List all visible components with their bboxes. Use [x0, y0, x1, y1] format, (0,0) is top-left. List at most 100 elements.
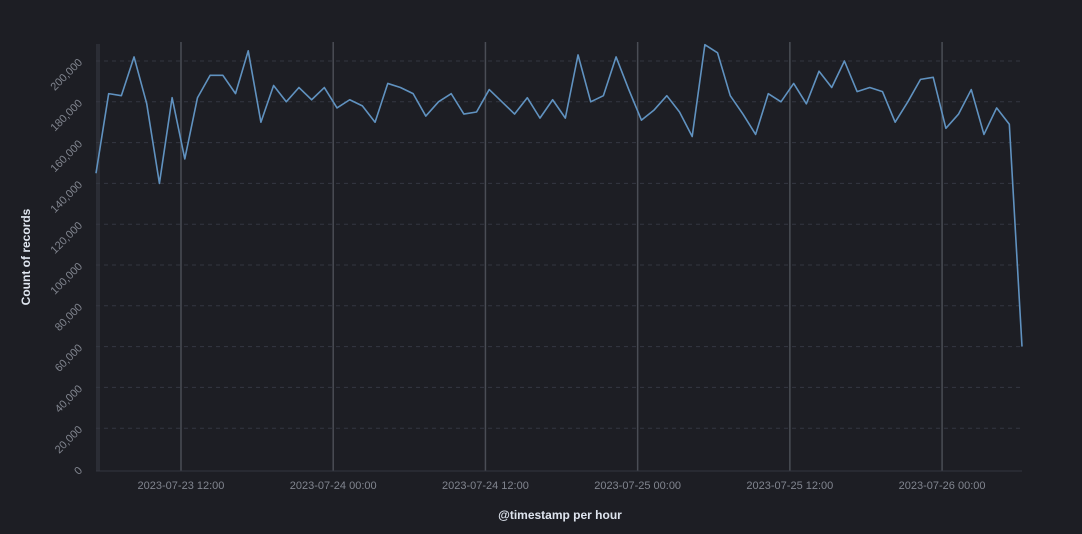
data-point[interactable]: [955, 110, 963, 118]
data-point[interactable]: [815, 67, 823, 75]
data-point[interactable]: [802, 100, 810, 108]
data-point[interactable]: [1018, 343, 1026, 351]
x-tick-labels: 2023-07-23 12:00 2023-07-24 00:00 2023-07-…: [138, 480, 986, 492]
data-point[interactable]: [92, 169, 100, 177]
data-point[interactable]: [206, 71, 214, 79]
data-point[interactable]: [701, 41, 709, 49]
horizontal-grid: [96, 60, 1022, 429]
data-point[interactable]: [143, 100, 151, 108]
data-point[interactable]: [967, 86, 975, 94]
x-tick-label: 2023-07-26 00:00: [899, 480, 986, 492]
x-tick-label: 2023-07-25 00:00: [594, 480, 681, 492]
y-tick-label: 160,000: [49, 138, 86, 175]
series-layer: [92, 41, 1026, 351]
data-point[interactable]: [853, 88, 861, 96]
data-point[interactable]: [346, 96, 354, 104]
y-tick-label: 40,000: [53, 383, 85, 415]
data-point[interactable]: [650, 106, 658, 114]
y-tick-label: 20,000: [53, 424, 85, 456]
data-point[interactable]: [993, 104, 1001, 112]
y-tick-label: 100,000: [49, 261, 86, 298]
data-point[interactable]: [625, 86, 633, 94]
data-point[interactable]: [676, 108, 684, 116]
y-axis-title: Count of records: [19, 208, 33, 305]
data-point[interactable]: [840, 57, 848, 65]
data-point[interactable]: [130, 53, 138, 61]
data-point[interactable]: [561, 114, 569, 122]
data-point[interactable]: [384, 79, 392, 87]
data-point[interactable]: [878, 88, 886, 96]
data-point[interactable]: [181, 155, 189, 163]
y-tick-label: 200,000: [49, 57, 86, 94]
data-point[interactable]: [612, 53, 620, 61]
data-point[interactable]: [358, 102, 366, 110]
y-tick-label: 0: [72, 465, 85, 478]
data-point[interactable]: [333, 104, 341, 112]
y-tick-label: 120,000: [49, 220, 86, 257]
y-tick-label: 80,000: [53, 301, 85, 333]
data-point[interactable]: [168, 94, 176, 102]
data-point[interactable]: [739, 110, 747, 118]
data-point[interactable]: [599, 92, 607, 100]
data-point[interactable]: [219, 71, 227, 79]
data-point[interactable]: [663, 92, 671, 100]
x-tick-label: 2023-07-25 12:00: [746, 480, 833, 492]
data-point[interactable]: [371, 118, 379, 126]
data-point[interactable]: [511, 110, 519, 118]
data-point[interactable]: [866, 84, 874, 92]
data-point[interactable]: [422, 112, 430, 120]
data-point[interactable]: [270, 81, 278, 89]
data-point[interactable]: [764, 90, 772, 98]
data-point[interactable]: [891, 118, 899, 126]
data-point[interactable]: [574, 51, 582, 59]
vertical-grid: [180, 42, 943, 471]
data-point[interactable]: [257, 118, 265, 126]
y-tick-label: 140,000: [49, 179, 86, 216]
data-point[interactable]: [117, 92, 125, 100]
y-axis-band: [96, 44, 100, 471]
data-point[interactable]: [447, 90, 455, 98]
data-point[interactable]: [587, 98, 595, 106]
data-point[interactable]: [409, 90, 417, 98]
data-point[interactable]: [193, 94, 201, 102]
data-point[interactable]: [1005, 120, 1013, 128]
data-point[interactable]: [282, 98, 290, 106]
data-point[interactable]: [942, 124, 950, 132]
data-point[interactable]: [714, 49, 722, 57]
data-point[interactable]: [523, 94, 531, 102]
data-point[interactable]: [752, 130, 760, 138]
data-point[interactable]: [904, 98, 912, 106]
y-tick-label: 180,000: [49, 97, 86, 134]
data-point[interactable]: [917, 75, 925, 83]
data-point[interactable]: [549, 96, 557, 104]
data-point[interactable]: [536, 114, 544, 122]
x-tick-label: 2023-07-23 12:00: [138, 480, 225, 492]
data-point[interactable]: [244, 47, 252, 55]
data-point[interactable]: [980, 130, 988, 138]
data-point[interactable]: [434, 98, 442, 106]
data-point[interactable]: [790, 79, 798, 87]
data-point[interactable]: [688, 132, 696, 140]
x-tick-label: 2023-07-24 12:00: [442, 480, 529, 492]
data-point[interactable]: [498, 98, 506, 106]
y-tick-label: 60,000: [53, 342, 85, 374]
data-point[interactable]: [232, 90, 240, 98]
data-point[interactable]: [308, 96, 316, 104]
data-point[interactable]: [828, 84, 836, 92]
data-point[interactable]: [777, 98, 785, 106]
data-point[interactable]: [155, 179, 163, 187]
data-point[interactable]: [295, 84, 303, 92]
data-point[interactable]: [637, 116, 645, 124]
series-line-count-of-records: [95, 43, 1023, 347]
data-point[interactable]: [473, 108, 481, 116]
data-point[interactable]: [460, 110, 468, 118]
data-point[interactable]: [726, 92, 734, 100]
x-tick-label: 2023-07-24 00:00: [290, 480, 377, 492]
data-point[interactable]: [485, 86, 493, 94]
data-point[interactable]: [105, 90, 113, 98]
data-point[interactable]: [396, 84, 404, 92]
data-point[interactable]: [320, 84, 328, 92]
data-point[interactable]: [929, 73, 937, 81]
